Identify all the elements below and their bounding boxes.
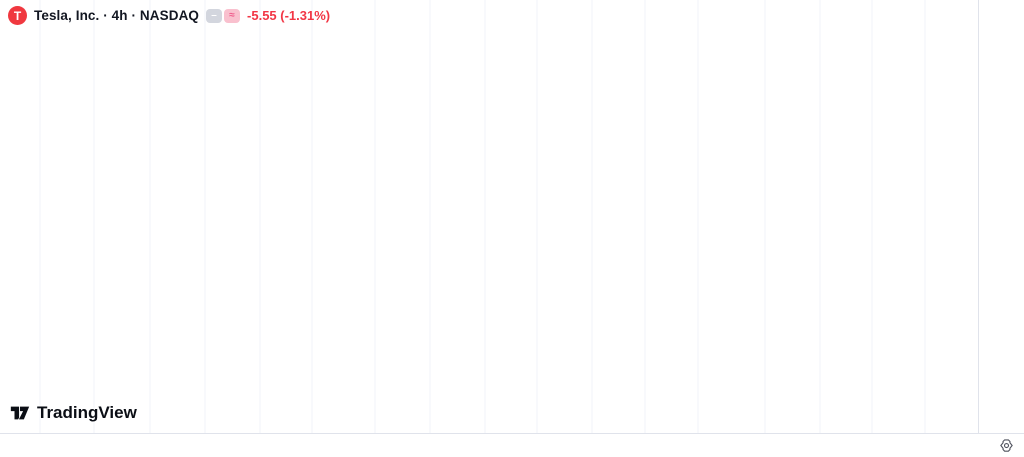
chart-canvas[interactable] [0, 0, 978, 433]
market-closed-icon[interactable]: – [206, 8, 223, 23]
time-scale[interactable] [0, 433, 1024, 457]
timezone-settings-icon[interactable] [999, 438, 1014, 453]
symbol-legend[interactable]: T Tesla, Inc. · 4h · NASDAQ – ≈ -5.55 (-… [8, 6, 330, 25]
tradingview-logo-icon [10, 405, 31, 421]
tradingview-watermark[interactable]: TradingView [9, 402, 137, 424]
price-scale[interactable] [978, 0, 1024, 433]
symbol-title[interactable]: Tesla, Inc. · 4h · NASDAQ [34, 8, 200, 23]
market-status-icons: – ≈ [206, 8, 241, 23]
symbol-logo: T [8, 6, 27, 25]
tradingview-watermark-label: TradingView [37, 403, 137, 422]
extended-hours-icon[interactable]: ≈ [224, 8, 241, 23]
price-change-text: -5.55 (-1.31%) [247, 8, 331, 23]
